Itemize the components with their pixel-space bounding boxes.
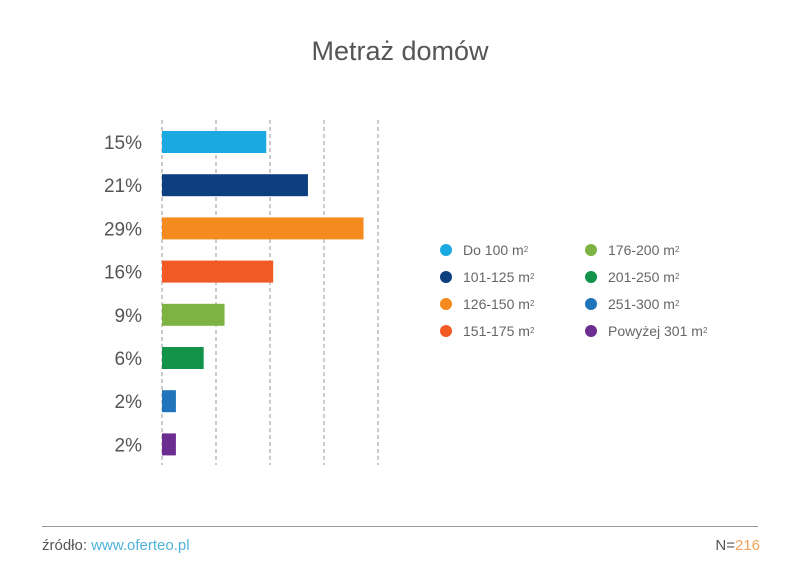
footer-divider [42, 526, 758, 527]
n-value: 216 [734, 537, 760, 554]
legend-dot-icon [585, 270, 597, 283]
legend-dot-icon [585, 324, 597, 337]
legend-sup: 2 [523, 245, 529, 254]
value-label: 9% [115, 306, 143, 327]
legend-label: 176-200 m [608, 241, 675, 258]
legend-label: 151-175 m [463, 322, 530, 339]
value-label: 16% [104, 263, 142, 284]
bar [162, 303, 225, 326]
n-label: N= [715, 537, 735, 554]
bar [162, 433, 176, 456]
value-label: 21% [104, 176, 142, 197]
legend-sup: 2 [674, 245, 680, 254]
value-label: 2% [115, 392, 143, 413]
legend-sup: 2 [702, 326, 708, 335]
chart-title: Metraż domów [311, 36, 489, 66]
value-label: 29% [104, 219, 142, 240]
legend-label: Powyżej 301 m [608, 322, 703, 339]
bar [162, 217, 364, 240]
legend-label: 126-150 m [463, 295, 530, 312]
source-note: źródło: www.oferteo.pl [42, 537, 190, 554]
bar [162, 390, 176, 413]
legend-sup: 2 [674, 299, 680, 308]
sample-size: N=216 [715, 537, 760, 554]
legend-label: 101-125 m [463, 268, 530, 285]
legend-dot-icon [440, 243, 452, 256]
legend-label: Do 100 m [463, 241, 524, 258]
legend-dot-icon [585, 297, 597, 310]
legend-sup: 2 [674, 272, 680, 281]
source-label: źródło: [42, 537, 92, 554]
legend-label: 201-250 m [608, 268, 675, 285]
bar [162, 260, 274, 283]
source-link[interactable]: www.oferteo.pl [91, 537, 190, 554]
legend-sup: 2 [529, 272, 535, 281]
bar [162, 131, 267, 153]
legend-label: 251-300 m [608, 295, 675, 312]
legend-dot-icon [585, 243, 597, 256]
bar [162, 174, 308, 197]
legend-sup: 2 [529, 299, 535, 308]
value-label: 15% [104, 133, 142, 154]
value-label: 6% [115, 349, 143, 370]
legend-dot-icon [440, 324, 452, 337]
legend-dot-icon [440, 270, 452, 283]
bar-chart: 15% 21% 29% 16% 9% 6% 2% 2% [104, 120, 379, 465]
bar [162, 347, 204, 369]
legend-sup: 2 [529, 326, 535, 335]
legend-dot-icon [440, 297, 452, 310]
value-label: 2% [115, 435, 143, 456]
